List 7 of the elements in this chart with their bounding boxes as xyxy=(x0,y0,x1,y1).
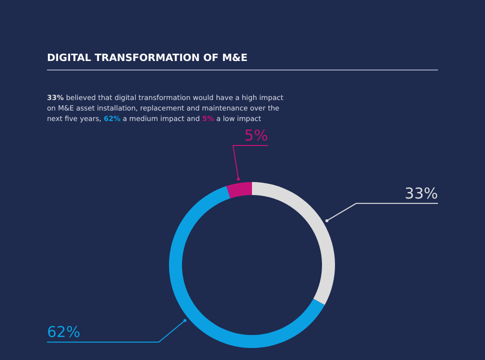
donut-slice xyxy=(252,182,335,305)
data-label: 5% xyxy=(244,126,268,144)
donut-slice xyxy=(226,182,252,198)
data-label: 33% xyxy=(404,184,438,202)
donut-slice xyxy=(169,186,325,348)
chart-title: DIGITAL TRANSFORMATION OF M&E xyxy=(47,53,248,64)
data-label: 62% xyxy=(47,323,80,342)
